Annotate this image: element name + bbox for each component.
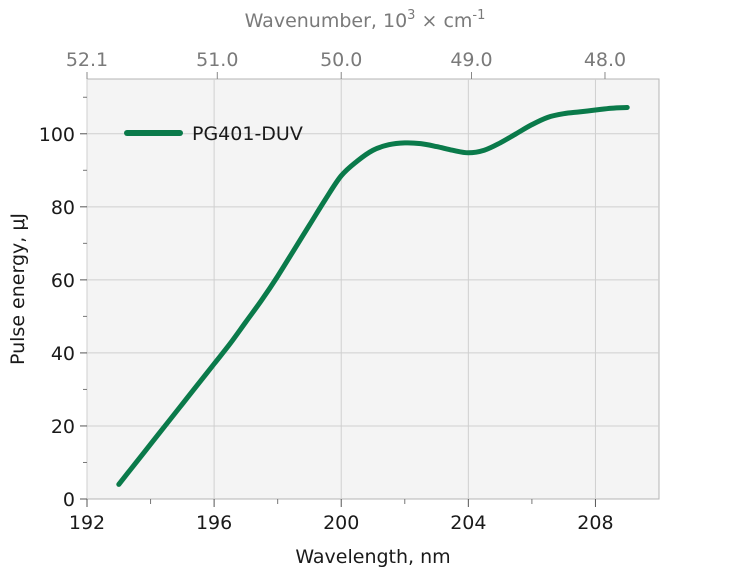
grid: [86, 79, 659, 499]
y-tick-label: 80: [51, 197, 75, 219]
legend-label-pg401-duv: PG401-DUV: [192, 123, 303, 145]
x-axis-title: Wavelength, nm: [295, 546, 450, 568]
y-axis-title: Pulse energy, μJ: [7, 213, 29, 365]
top-axis-title-sup1: 3: [407, 8, 415, 23]
x-tick-label: 200: [323, 512, 359, 534]
x-tick-label: 192: [69, 512, 105, 534]
top-axis-title: Wavenumber, 103 × cm-1: [245, 8, 486, 32]
top-tick-label: 51.0: [196, 49, 238, 71]
y-tick-label: 20: [51, 416, 75, 438]
series-layer: [116, 104, 630, 487]
plot-area: [86, 78, 660, 500]
top-axis-title-sup2: -1: [472, 8, 485, 23]
top-tick-label: 50.0: [320, 49, 362, 71]
top-tick-label: 48.0: [584, 49, 626, 71]
x-tick-label: 208: [577, 512, 613, 534]
top-axis-title-mid: × cm: [415, 10, 472, 32]
y-tick-label: 60: [51, 270, 75, 292]
y-tick-label: 0: [63, 489, 75, 511]
top-tick-label: 52.1: [66, 49, 108, 71]
top-tick-label: 49.0: [450, 49, 492, 71]
y-tick-label: 100: [39, 124, 75, 146]
series-line-pg401-duv: [116, 104, 630, 487]
legend: PG401-DUV: [124, 123, 303, 145]
axis-ticks: 192 196 200 204 208 0 20 40 60 80 100 52.1 51.0 50.0 4…: [39, 49, 626, 534]
y-tick-label: 40: [51, 343, 75, 365]
x-tick-label: 196: [196, 512, 232, 534]
top-axis-title-prefix: Wavenumber, 10: [245, 10, 408, 32]
x-tick-label: 204: [450, 512, 486, 534]
